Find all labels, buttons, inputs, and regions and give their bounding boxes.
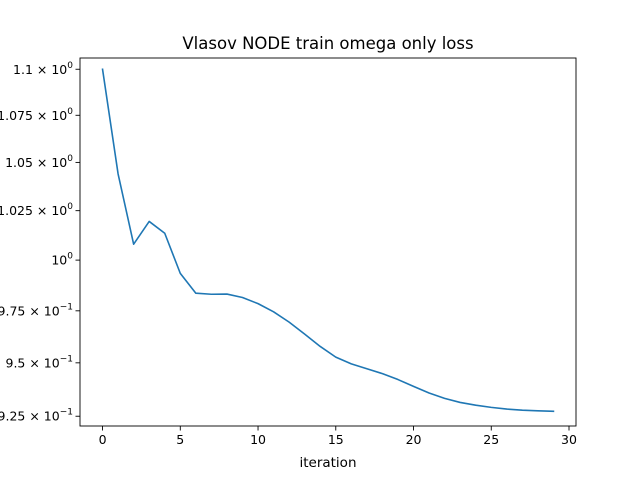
y-tick-base: 9.75 × 10 [0,303,60,318]
x-tick-label: 25 [483,432,499,447]
y-tick-base: 10 [51,253,67,268]
series-line-0 [101,68,555,413]
x-tick-label: 5 [176,432,184,447]
axes-frame [79,57,577,427]
plot-area [79,57,577,427]
y-tick-label: 9.75 × 10−1 [0,302,73,318]
y-tick-exponent: 0 [67,252,73,262]
y-tick-label: 1.05 × 100 [5,154,73,170]
y-tick-base: 1.075 × 10 [0,108,67,123]
y-tick-exponent: 0 [67,107,73,117]
y-tick-label: 1.1 × 100 [13,61,73,77]
y-tick-exponent: −1 [60,354,73,364]
chart-title: Vlasov NODE train omega only loss [182,34,473,53]
y-tick-exponent: −1 [60,408,73,418]
y-tick-label: 1.025 × 100 [0,202,73,218]
y-tick-base: 1.05 × 10 [5,155,67,170]
y-tick-label: 9.25 × 10−1 [0,408,73,424]
y-tick-label: 100 [51,252,73,268]
y-tick-exponent: −1 [60,302,73,312]
x-tick-label: 0 [99,432,107,447]
x-tick-label: 10 [250,432,266,447]
y-tick-exponent: 0 [67,202,73,212]
y-tick-label: 1.075 × 100 [0,107,73,123]
y-tick-base: 1.1 × 10 [13,62,67,77]
x-axis-label: iteration [299,455,356,471]
y-tick-base: 1.025 × 10 [0,203,67,218]
y-tick-exponent: 0 [67,61,73,71]
x-tick-label: 15 [328,432,344,447]
y-tick-base: 9.5 × 10 [6,355,60,370]
y-tick-base: 9.25 × 10 [0,409,60,424]
y-tick-exponent: 0 [67,154,73,164]
x-tick-label: 30 [561,432,577,447]
axis-ticks: 0 5 10 15 20 25 309.25 × 10−19.5 × 10−19.75 × … [0,61,577,447]
y-tick-label: 9.5 × 10−1 [6,354,74,370]
x-tick-label: 20 [406,432,422,447]
